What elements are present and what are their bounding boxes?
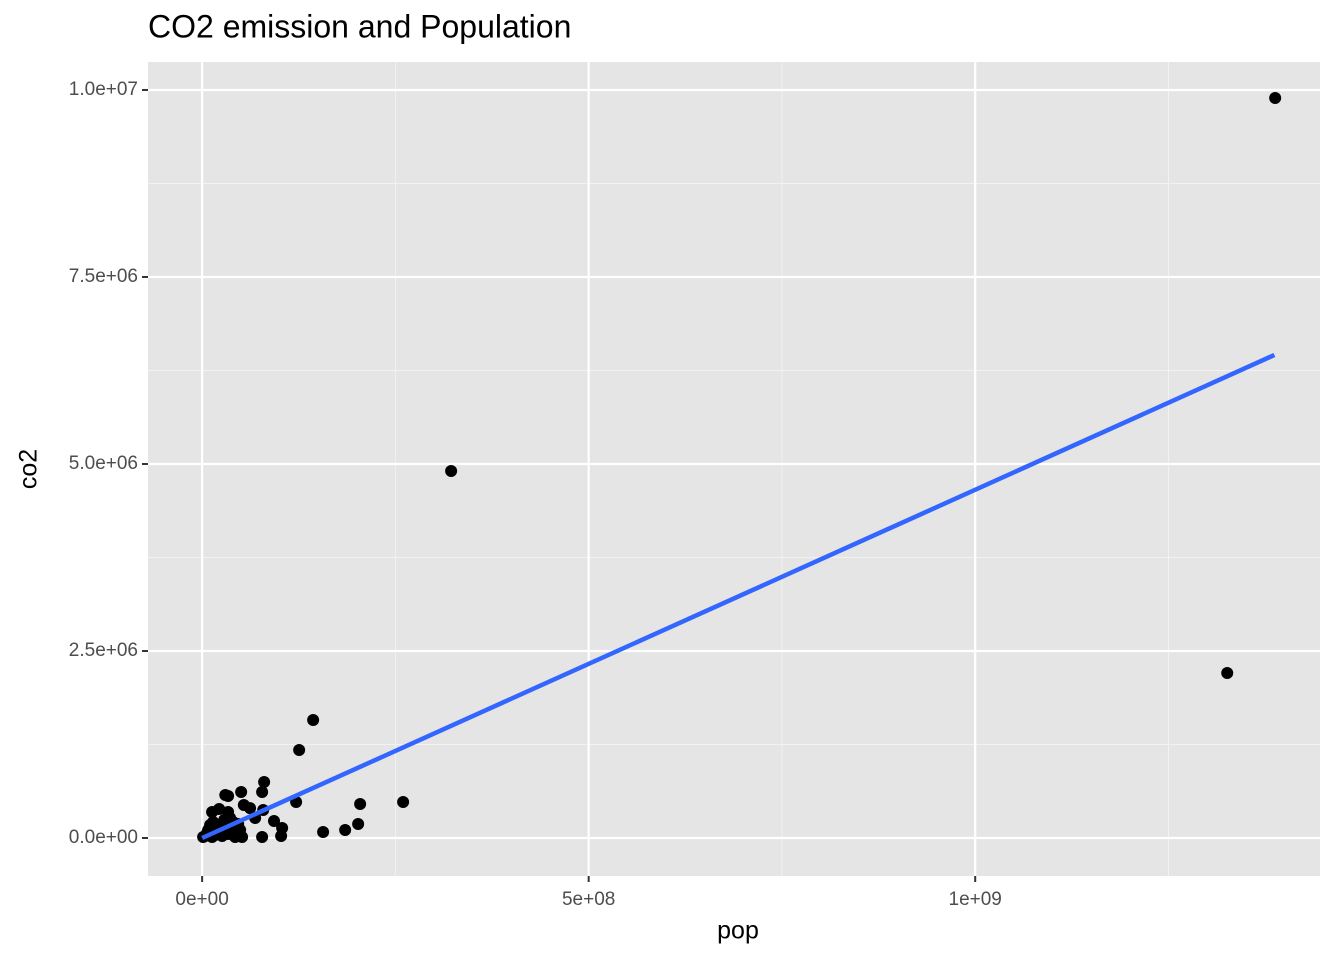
- point: [307, 713, 320, 726]
- y-tick-label: 1.0e+07: [69, 79, 138, 100]
- point: [397, 796, 410, 809]
- point: [216, 829, 229, 842]
- point: [1269, 91, 1282, 104]
- point: [206, 805, 219, 818]
- point: [445, 465, 458, 478]
- point: [268, 815, 281, 828]
- plot-panel: [148, 62, 1320, 876]
- point: [354, 797, 367, 810]
- x-tick-label: 5e+08: [562, 889, 615, 910]
- y-tick-label: 7.5e+06: [69, 266, 138, 287]
- point: [258, 775, 271, 788]
- point: [256, 831, 269, 844]
- point: [222, 805, 235, 818]
- y-tick-label: 2.5e+06: [69, 640, 138, 661]
- point: [293, 744, 306, 757]
- chart-title: CO2 emission and Population: [148, 8, 571, 44]
- point: [317, 826, 330, 839]
- point: [244, 802, 257, 815]
- x-axis-title: pop: [717, 917, 759, 945]
- point: [1221, 666, 1234, 679]
- point: [352, 818, 365, 831]
- y-axis-title: co2: [15, 449, 43, 489]
- point: [339, 823, 352, 836]
- point: [256, 785, 269, 798]
- point: [234, 823, 247, 836]
- y-tick-label: 5.0e+06: [69, 453, 138, 474]
- x-tick-label: 0e+00: [175, 889, 228, 910]
- point: [219, 788, 232, 801]
- point: [275, 829, 288, 842]
- x-tick-label: 1e+09: [949, 889, 1002, 910]
- trend-line: [201, 352, 1276, 841]
- point: [235, 785, 248, 798]
- y-tick-label: 0.0e+00: [69, 827, 138, 848]
